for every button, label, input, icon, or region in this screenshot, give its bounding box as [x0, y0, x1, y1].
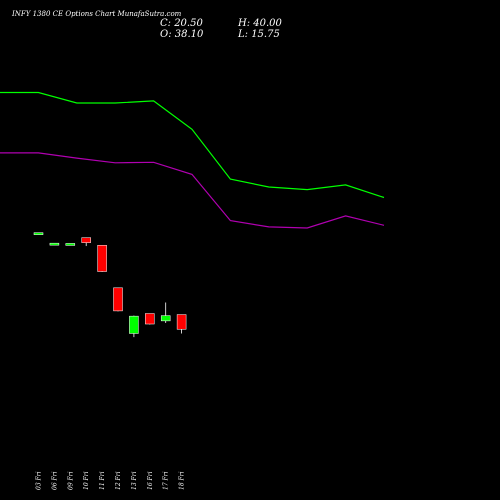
open-value: O: 38.10 — [160, 29, 204, 40]
x-axis-ticks: 03 Fri 06 Fri 09 Fri 10 Fri 11 Fri 12 Fri 13 F… — [36, 471, 186, 490]
candle-body — [97, 245, 107, 272]
candle-body — [160, 315, 171, 322]
candle — [49, 242, 60, 246]
x-tick-label: 11 Fri — [99, 471, 106, 490]
x-tick-label: 10 Fri — [83, 471, 90, 490]
candle — [33, 232, 44, 235]
candle-body — [81, 237, 91, 243]
candle — [81, 237, 91, 247]
x-tick-label: 03 Fri — [36, 471, 43, 490]
x-tick-label: 09 Fri — [67, 471, 74, 490]
x-tick-label: 12 Fri — [115, 471, 122, 490]
candle — [129, 315, 139, 338]
x-tick-label: 17 Fri — [163, 471, 170, 490]
close-value: C: 20.50 — [160, 18, 203, 29]
candle — [145, 313, 155, 325]
x-tick-label: 16 Fri — [147, 471, 154, 490]
candle-body — [113, 287, 123, 312]
candle — [65, 243, 76, 246]
candle-body — [129, 315, 139, 334]
x-tick-label: 06 Fri — [51, 471, 58, 490]
candle — [113, 287, 123, 312]
candle-body — [145, 313, 155, 325]
candle — [160, 302, 171, 323]
candle-body — [49, 242, 60, 246]
x-tick-label: 13 Fri — [131, 471, 138, 490]
candle — [97, 245, 107, 273]
candle-body — [65, 243, 76, 246]
indicator-lines — [0, 91, 385, 229]
chart-title: INFY 1380 CE Options Chart MunafaSutra.c… — [11, 10, 182, 18]
candle-body — [176, 314, 187, 330]
indicator-line-2 — [0, 152, 385, 229]
candle-body — [33, 232, 44, 235]
candle — [176, 314, 187, 334]
low-value: L: 15.75 — [237, 29, 280, 40]
candlesticks — [33, 232, 187, 338]
indicator-line-1 — [0, 91, 385, 199]
x-tick-label: 18 Fri — [179, 471, 186, 490]
high-value: H: 40.00 — [237, 18, 283, 29]
